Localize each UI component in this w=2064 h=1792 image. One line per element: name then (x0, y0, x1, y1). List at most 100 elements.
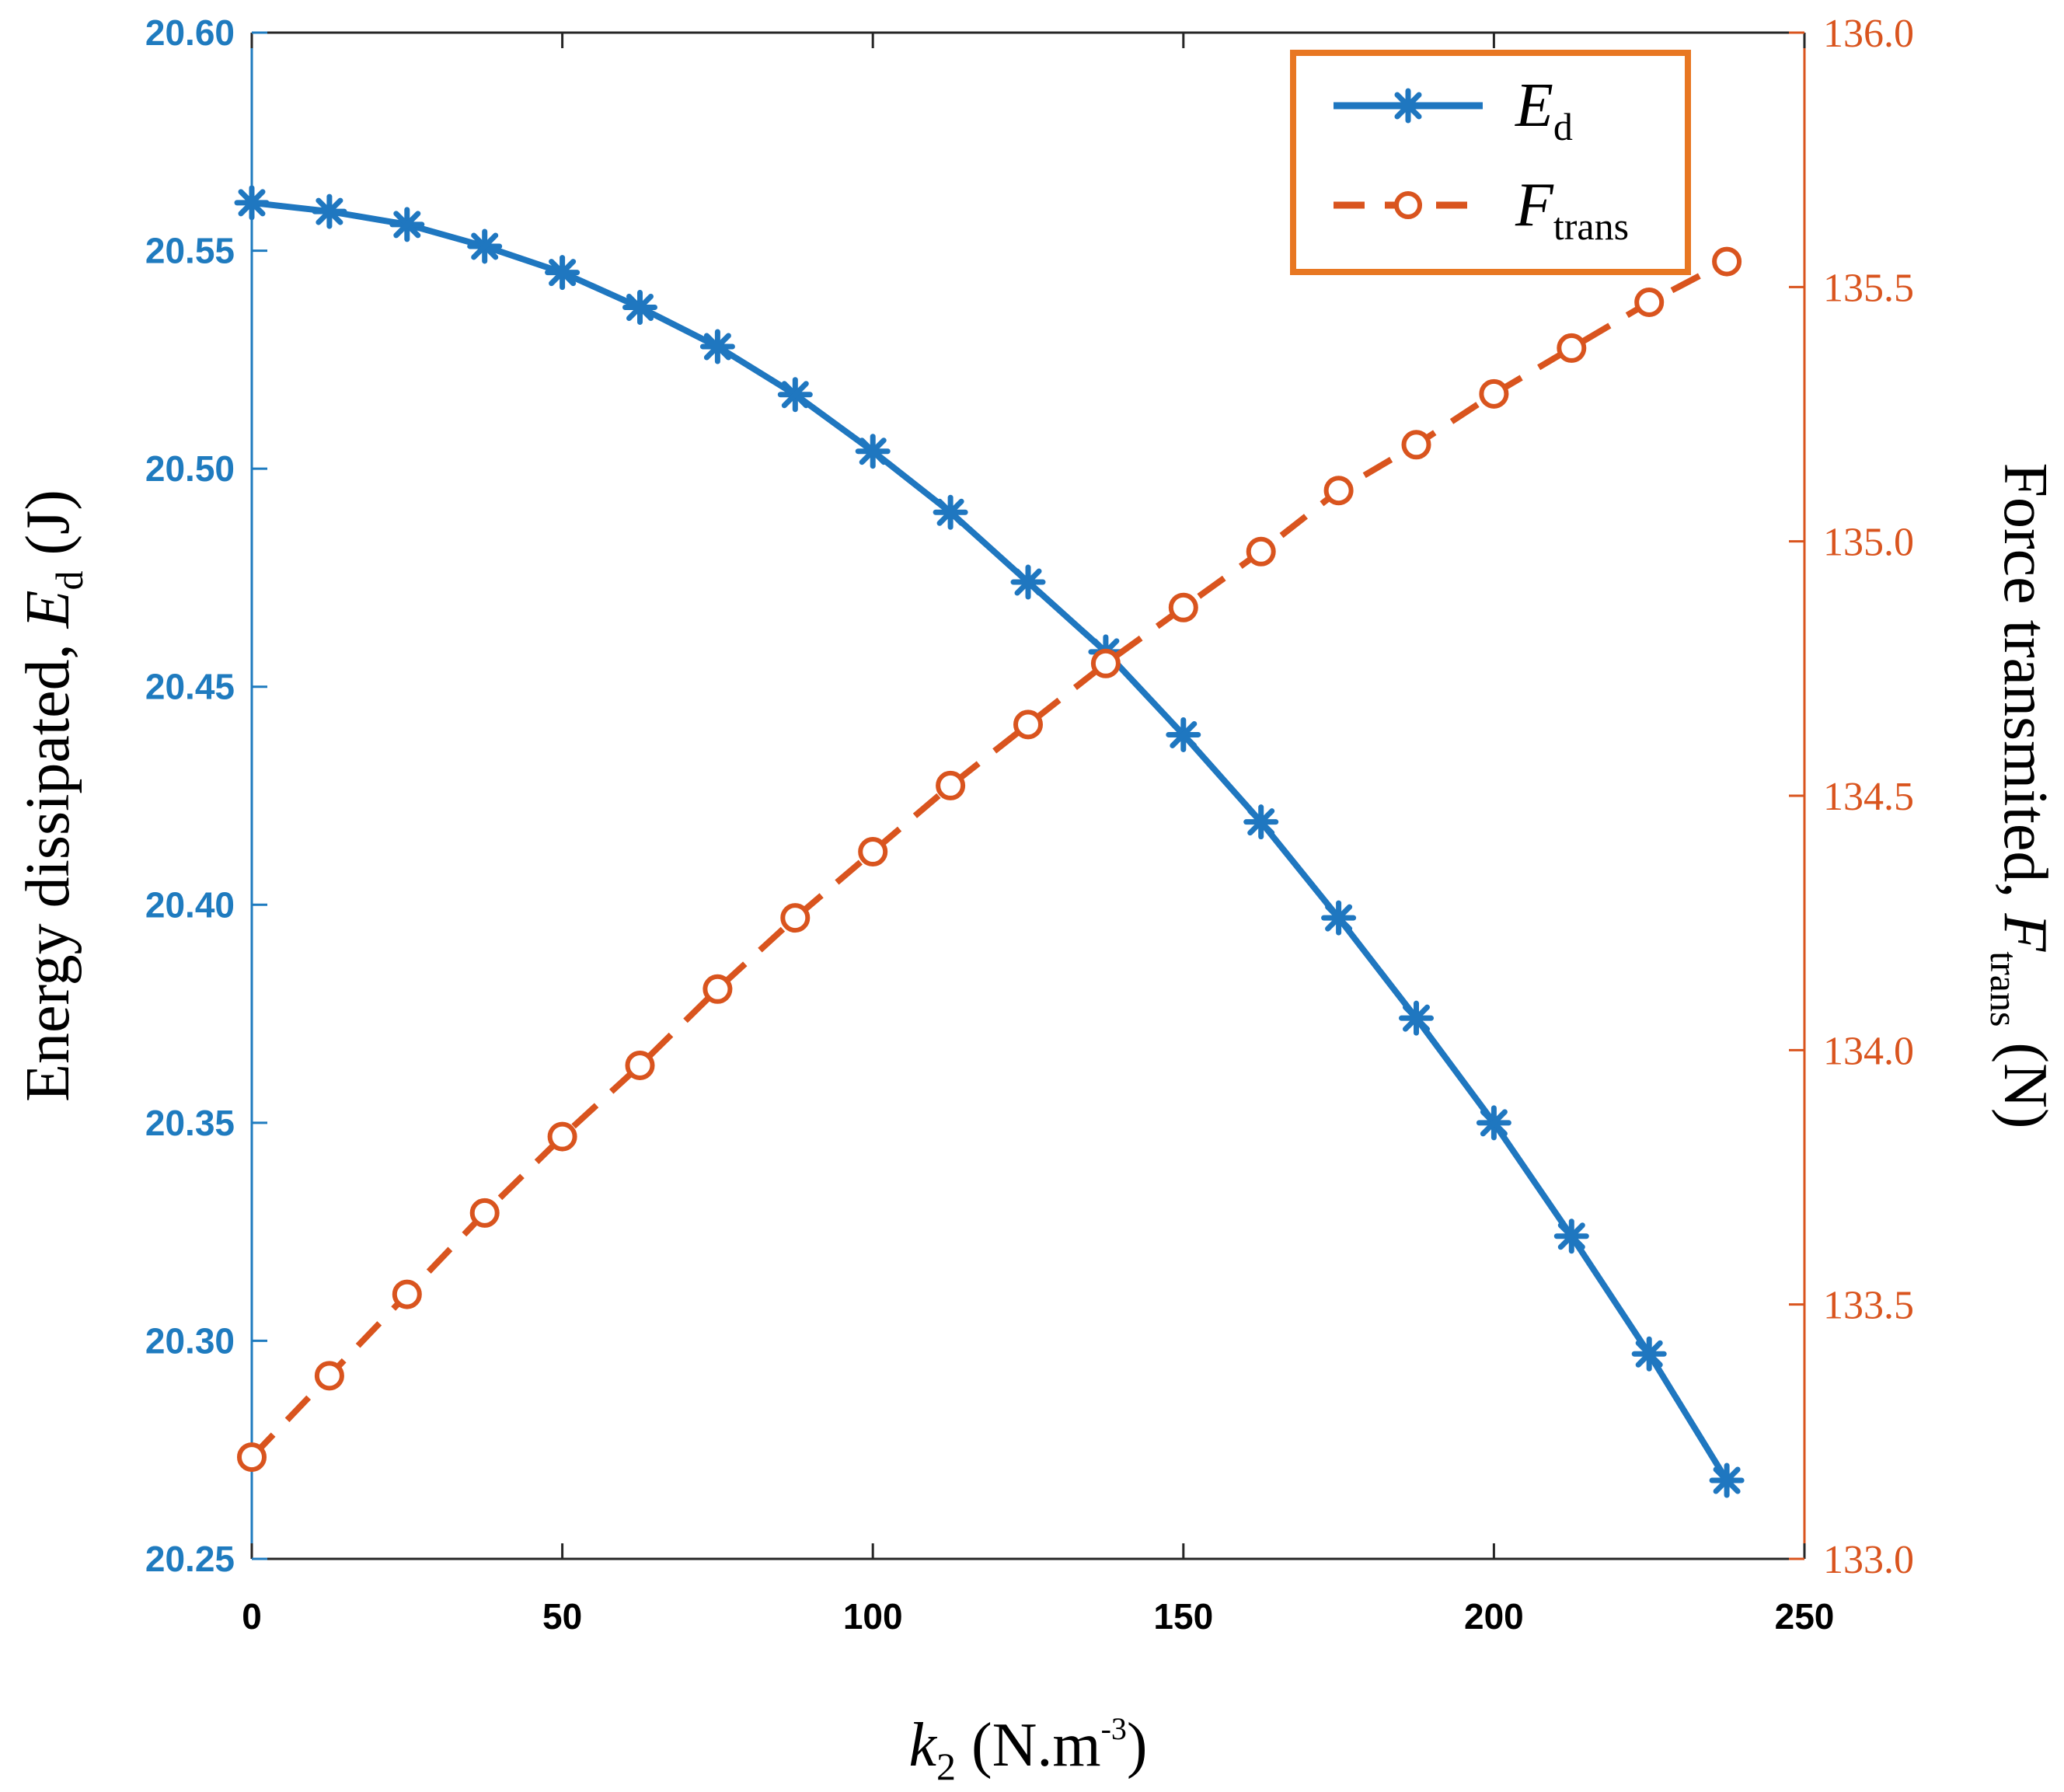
y-left-tick-label: 20.30 (145, 1320, 235, 1361)
legend: Ed Ftrans (1290, 50, 1691, 275)
ed-point-marker-stroke (1403, 1004, 1430, 1032)
ed-point-marker (1476, 1105, 1511, 1141)
series-line-ftrans (249, 259, 1728, 1459)
ed-point-marker-stroke (316, 197, 343, 225)
legend-ed-subscript: d (1553, 105, 1573, 148)
ed-point-marker-stroke (238, 189, 266, 217)
x-axis-title-unit-suffix: ) (1127, 1711, 1148, 1780)
ed-point-marker (622, 290, 657, 326)
ed-point-marker-stroke (1247, 808, 1275, 836)
ftrans-point-marker (1479, 378, 1509, 409)
x-axis-title-superscript: -3 (1101, 1711, 1127, 1746)
legend-ftrans-symbol: F (1515, 171, 1554, 239)
y-left-tick-label: 20.40 (145, 884, 235, 925)
y-axis-right-title: Force transmited, Ftrans (N) (1982, 463, 2059, 1129)
ed-point-marker-stroke (549, 259, 577, 287)
ftrans-point-marker (1168, 592, 1198, 622)
ed-point-marker (1709, 1463, 1745, 1498)
series-line-ed (251, 199, 1730, 1483)
ed-point-marker (1399, 1000, 1434, 1036)
x-tick-label: 200 (1464, 1596, 1524, 1637)
legend-ftrans-subscript: trans (1553, 204, 1629, 248)
y-left-tick-label: 20.35 (145, 1103, 235, 1143)
ftrans-point-marker (625, 1050, 655, 1080)
ftrans-point-marker (703, 974, 733, 1004)
ftrans-point-marker (1401, 430, 1431, 460)
x-tick-label: 100 (843, 1596, 903, 1637)
y-right-tick-label: 134.0 (1823, 1029, 1914, 1073)
ftrans-point-marker (469, 1198, 500, 1228)
y-right-tick-label: 133.0 (1823, 1538, 1914, 1582)
ed-point-marker-stroke (1557, 1222, 1585, 1250)
ed-point-marker (1553, 1218, 1589, 1254)
ed-point-marker (1166, 716, 1201, 752)
ed-point-marker-stroke (781, 381, 809, 409)
ed-point-marker-stroke (1480, 1109, 1508, 1137)
ftrans-point-marker (1090, 648, 1121, 678)
ticks-layer: 0 50 100 150 200 250 20.25 20.30 20.35 20.40 20.45… (145, 12, 1914, 1637)
ed-point-marker-stroke (859, 438, 887, 465)
legend-ed-label: Ed (1515, 71, 1573, 148)
legend-ftrans-label: Ftrans (1515, 171, 1629, 248)
ftrans-point-marker (1557, 333, 1587, 363)
ed-point-marker (933, 494, 968, 530)
y-left-tick-label: 20.25 (145, 1539, 235, 1579)
y-right-tick-label: 134.5 (1823, 775, 1914, 819)
ftrans-point-marker (1013, 709, 1043, 740)
legend-ftrans-marker (1394, 191, 1422, 219)
x-axis-title-unit-prefix: (N.m (956, 1711, 1101, 1780)
ftrans-point-marker (237, 1442, 267, 1473)
x-tick-label: 0 (242, 1596, 262, 1637)
x-tick-label: 150 (1153, 1596, 1213, 1637)
y-axis-left-title-prefix: Energy dissipated, (14, 628, 82, 1102)
ed-point-marker (312, 193, 347, 229)
y-left-tick-label: 20.60 (145, 12, 235, 53)
ed-point-marker-stroke (626, 294, 654, 322)
series-layer (234, 185, 1745, 1498)
y-left-tick-label: 20.45 (145, 667, 235, 707)
x-axis-title-symbol: k (908, 1711, 937, 1780)
legend-ed-symbol: E (1515, 71, 1553, 140)
y-right-tick-label: 136.0 (1823, 12, 1914, 56)
legend-ed-marker (1390, 88, 1426, 124)
ed-point-marker (389, 207, 425, 242)
ed-point-marker-stroke (1014, 568, 1042, 596)
ftrans-point-marker (392, 1279, 422, 1309)
y-axis-right-title-symbol: F (1991, 912, 2059, 952)
ftrans-point-marker (1323, 476, 1354, 506)
x-axis-title: k2 (N.m-3) (908, 1711, 1147, 1788)
y-axis-left-title: Energy dissipated, Ed (J) (14, 490, 91, 1102)
ed-point-marker-stroke (703, 333, 731, 361)
ed-point-marker-stroke (393, 211, 421, 239)
x-tick-label: 50 (542, 1596, 582, 1637)
ed-point-marker (855, 434, 891, 469)
ftrans-point-marker (1712, 246, 1742, 277)
ed-point-marker-stroke (1713, 1466, 1741, 1494)
y-axis-left-title-symbol: E (14, 591, 82, 629)
ed-point-marker (467, 228, 503, 264)
y-right-tick-label: 135.0 (1823, 521, 1914, 565)
ftrans-point-marker (780, 903, 811, 933)
ftrans-point-marker (936, 770, 966, 800)
ed-point-marker (699, 329, 735, 364)
ed-point-marker-stroke (471, 232, 499, 260)
y-axis-left-title-suffix: (J) (14, 490, 82, 570)
y-right-tick-label: 133.5 (1823, 1284, 1914, 1328)
ed-point-marker-stroke (1170, 720, 1198, 748)
ed-point-marker (777, 377, 813, 413)
y-axis-left-title-subscript: d (47, 571, 91, 591)
ed-point-marker-stroke (1635, 1340, 1663, 1368)
ftrans-point-marker (1634, 287, 1665, 317)
ed-point-marker (1631, 1336, 1667, 1372)
ftrans-point-marker (858, 837, 888, 867)
x-axis-title-subscript: 2 (936, 1745, 956, 1788)
ed-point-marker-stroke (1325, 904, 1353, 932)
legend-box (1290, 50, 1691, 275)
x-tick-label: 250 (1775, 1596, 1835, 1637)
y-axis-right-title-subscript: trans (1982, 951, 2026, 1027)
y-axis-right-title-prefix: Force transmited, (1991, 463, 2059, 914)
ed-point-marker (1321, 900, 1357, 936)
ed-point-marker (545, 255, 580, 291)
ed-point-marker-stroke (936, 498, 964, 526)
